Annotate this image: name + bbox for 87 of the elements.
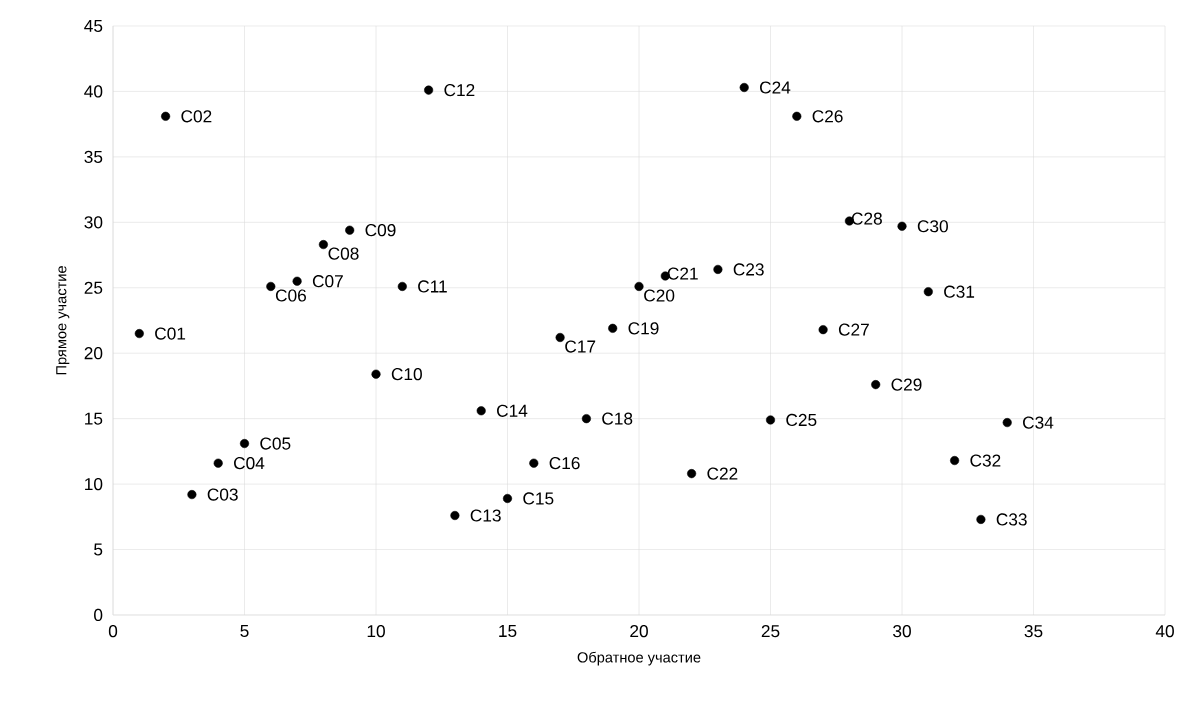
- x-tick-label: 20: [630, 625, 648, 638]
- annotation: C17: [565, 340, 596, 353]
- point: [345, 225, 355, 235]
- point: [502, 493, 513, 504]
- annotation: C33: [996, 513, 1027, 526]
- x-tick-label: 35: [1024, 625, 1043, 638]
- point: [161, 111, 171, 121]
- annotation: C13: [470, 509, 501, 522]
- annotation: C29: [891, 378, 922, 391]
- annotation: C15: [523, 492, 554, 505]
- point: [397, 281, 407, 291]
- annotation: C14: [497, 404, 528, 417]
- point: [187, 490, 197, 500]
- x-tick-label: 0: [108, 625, 118, 638]
- point: [529, 458, 539, 468]
- annotation: C27: [838, 323, 869, 336]
- annotation: C20: [644, 289, 675, 302]
- annotation: C26: [812, 110, 843, 123]
- point: [371, 369, 381, 379]
- point: [555, 332, 565, 343]
- annotation: C05: [260, 437, 291, 450]
- point: [266, 281, 276, 291]
- annotation: C19: [628, 322, 659, 335]
- x-tick-label: 10: [367, 625, 385, 638]
- y-tick-label: 15: [85, 412, 103, 425]
- point: [976, 514, 986, 524]
- y-tick-label: 0: [94, 608, 103, 622]
- point: [687, 469, 697, 479]
- y-tick-label: 30: [84, 216, 103, 229]
- annotation: C02: [181, 110, 212, 123]
- point: [608, 323, 618, 333]
- point: [818, 325, 828, 335]
- point: [713, 264, 723, 274]
- point: [292, 276, 302, 286]
- annotation: C32: [970, 454, 1001, 467]
- point: [950, 456, 960, 466]
- annotation: C22: [707, 467, 738, 480]
- annotation: C03: [207, 488, 238, 501]
- annotation: C18: [602, 412, 633, 425]
- annotation: C01: [155, 327, 186, 340]
- y-tick-label: 20: [84, 347, 103, 360]
- annotation: C07: [312, 275, 343, 288]
- annotation: C24: [760, 81, 791, 94]
- point: [424, 85, 434, 95]
- annotation: C31: [944, 285, 975, 298]
- annotation: C21: [667, 267, 698, 280]
- x-axis-title: Обратное участие: [577, 651, 701, 666]
- point: [134, 329, 144, 339]
- annotation: C34: [1023, 416, 1054, 429]
- x-tick-label: 25: [761, 625, 780, 638]
- y-axis-title: Прямое участие: [56, 266, 70, 375]
- y-tick-label: 10: [85, 477, 103, 491]
- annotation: C06: [275, 289, 306, 302]
- annotation: C10: [391, 368, 422, 381]
- x-tick-label: 40: [1155, 625, 1174, 638]
- point: [871, 380, 881, 390]
- point: [450, 510, 460, 521]
- annotation: C23: [733, 263, 764, 276]
- point: [318, 240, 328, 250]
- point: [923, 287, 933, 297]
- annotation: C25: [786, 413, 817, 427]
- point: [213, 458, 223, 468]
- y-tick-label: 25: [84, 281, 103, 294]
- point: [792, 111, 802, 121]
- annotation: C08: [328, 247, 359, 260]
- point: [581, 414, 591, 424]
- x-tick-label: 5: [240, 625, 249, 638]
- x-tick-label: 30: [893, 625, 911, 638]
- annotation: C11: [418, 280, 447, 293]
- y-tick-label: 35: [84, 150, 103, 163]
- y-tick-label: 40: [84, 85, 103, 98]
- y-tick-label: 45: [84, 19, 103, 33]
- annotation: C30: [917, 220, 948, 233]
- x-tick-label: 15: [499, 625, 517, 638]
- y-tick-label: 5: [94, 543, 103, 556]
- point: [239, 438, 250, 449]
- point: [765, 415, 776, 425]
- annotation: C16: [549, 457, 580, 470]
- annotation: C09: [365, 224, 396, 237]
- annotation: C04: [234, 457, 265, 470]
- point: [897, 221, 907, 231]
- point: [476, 406, 486, 416]
- point: [739, 82, 749, 93]
- point: [1002, 418, 1012, 428]
- annotation: C28: [851, 212, 882, 225]
- point: [634, 281, 644, 291]
- annotation: C12: [444, 84, 475, 97]
